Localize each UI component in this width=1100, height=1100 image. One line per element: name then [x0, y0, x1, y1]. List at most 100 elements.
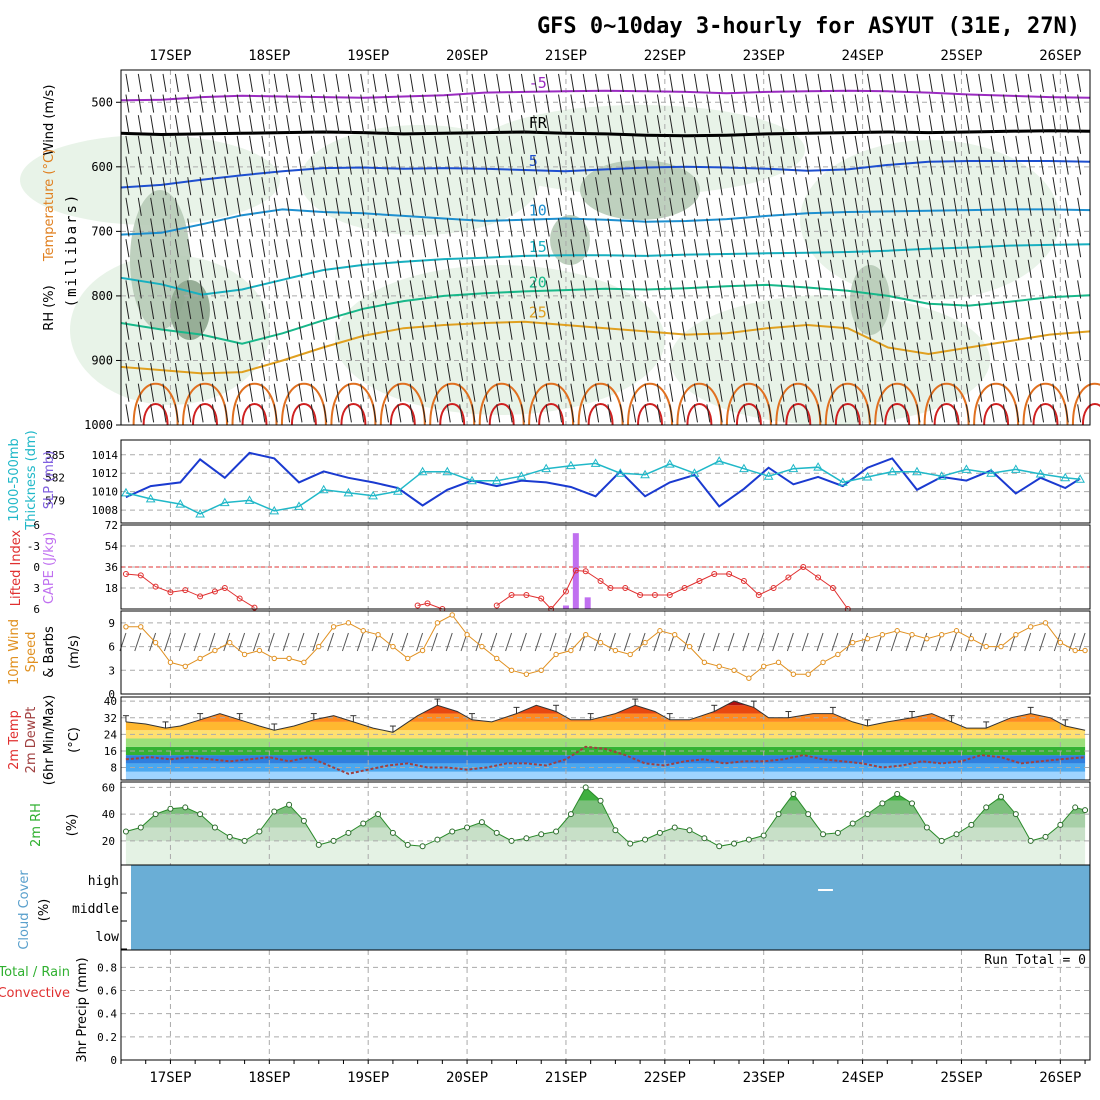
wind-barb: [199, 156, 204, 175]
li-point: [800, 564, 807, 570]
wind-barb: [471, 94, 476, 113]
wind-barb: [619, 156, 624, 175]
wind-barb: [755, 115, 760, 134]
wind-barb: [978, 259, 983, 278]
wind-barb: [1015, 135, 1020, 154]
wind-barb: [1015, 218, 1020, 237]
wind10m-barb: [163, 632, 171, 652]
wind-barb: [508, 404, 513, 423]
isotherm-35-bump: [933, 403, 960, 426]
wind-barb: [805, 177, 810, 196]
wind-barb: [409, 259, 414, 278]
wind-barb: [137, 218, 142, 237]
wind-barb: [953, 239, 958, 258]
wind10m-point: [583, 632, 589, 638]
wind-barb: [867, 73, 872, 92]
wind-barb: [187, 239, 192, 258]
wind-barb: [422, 197, 427, 216]
wind-barb: [706, 115, 711, 134]
wind-barb: [743, 404, 748, 423]
wind10m-point: [1042, 620, 1049, 626]
wind-barb: [372, 239, 377, 258]
wind10m-barb: [816, 632, 824, 652]
wind-barb: [693, 218, 698, 237]
rh2m-point: [137, 824, 144, 831]
wind-barb: [644, 156, 649, 175]
slp-line: [125, 451, 1081, 508]
wind-barb: [595, 342, 600, 361]
wind-barb: [397, 177, 402, 196]
wind-barb: [137, 177, 142, 196]
wind-barb: [224, 94, 229, 113]
wind-barb: [558, 115, 563, 134]
wind-barb: [372, 177, 377, 196]
thickness-point: [986, 468, 996, 477]
wind-barb: [780, 342, 785, 361]
wind-barb: [953, 301, 958, 320]
wind10m-barb: [801, 632, 809, 652]
wind-barb: [224, 73, 229, 92]
wind-barb: [434, 280, 439, 299]
ylabel-wind: Wind (m/s): [42, 85, 57, 156]
wind-barb: [335, 177, 340, 196]
wind-barb: [496, 404, 501, 423]
wind-barb: [558, 135, 563, 154]
wind-barb: [286, 301, 291, 320]
wind-barb: [1027, 280, 1032, 299]
wind-barb: [558, 383, 563, 402]
wind-barb: [323, 115, 328, 134]
wind-barb: [298, 177, 303, 196]
li-point: [508, 592, 515, 598]
ylabel-t2m-1: 2m Temp: [7, 710, 22, 770]
wind-barb: [916, 383, 921, 402]
wind-barb: [273, 301, 278, 320]
wind-barb: [409, 362, 414, 382]
wind-barb: [842, 135, 847, 154]
pressure-tick-label: 1000: [84, 418, 113, 432]
wind-barb: [669, 94, 674, 113]
wind-barb: [545, 404, 550, 423]
isotherm-35-bump: [488, 403, 515, 426]
rh-shading: [670, 295, 990, 425]
wind-barb: [1015, 156, 1020, 175]
wind-barb: [1077, 362, 1082, 382]
wind-barb: [965, 342, 970, 361]
li-point: [815, 574, 822, 581]
wind-barb: [434, 73, 439, 92]
rh-shading: [475, 105, 805, 195]
wind-barb: [347, 342, 352, 361]
wind-barb: [743, 73, 748, 92]
wind-barb: [854, 197, 859, 216]
wind-barb: [805, 156, 810, 175]
wind-barb: [483, 404, 488, 423]
wind-barb: [1052, 197, 1057, 216]
wind-barb: [582, 218, 587, 237]
thickness-point: [640, 469, 650, 479]
wind-barb: [558, 342, 563, 361]
wind-barb: [743, 239, 748, 258]
wind-barb: [854, 321, 859, 340]
wind-barb: [731, 301, 736, 320]
wind-barb: [817, 259, 822, 278]
wind-barb: [224, 177, 229, 196]
isotherm-35-bump: [1032, 403, 1059, 426]
ylabel-precip-2: Convective: [0, 986, 70, 1001]
wind-barb: [904, 73, 909, 92]
wind10m-point: [686, 643, 693, 650]
wind-barb: [471, 115, 476, 134]
precip-tick-label: 0: [110, 1054, 117, 1067]
wind-barb: [187, 115, 192, 134]
wind-barb: [718, 280, 723, 299]
wind-barb: [471, 259, 476, 278]
wind-barb: [978, 156, 983, 175]
wind-barb: [434, 362, 439, 382]
wind-barb: [879, 177, 884, 196]
wind-barb: [1027, 115, 1032, 134]
wind-barb: [570, 73, 575, 92]
wind-barb: [1027, 177, 1032, 196]
wind-barb: [595, 73, 600, 92]
wind-barb: [693, 156, 698, 175]
wind-barb: [310, 135, 315, 154]
wind-barb: [137, 135, 142, 154]
wind-barb: [681, 156, 686, 175]
